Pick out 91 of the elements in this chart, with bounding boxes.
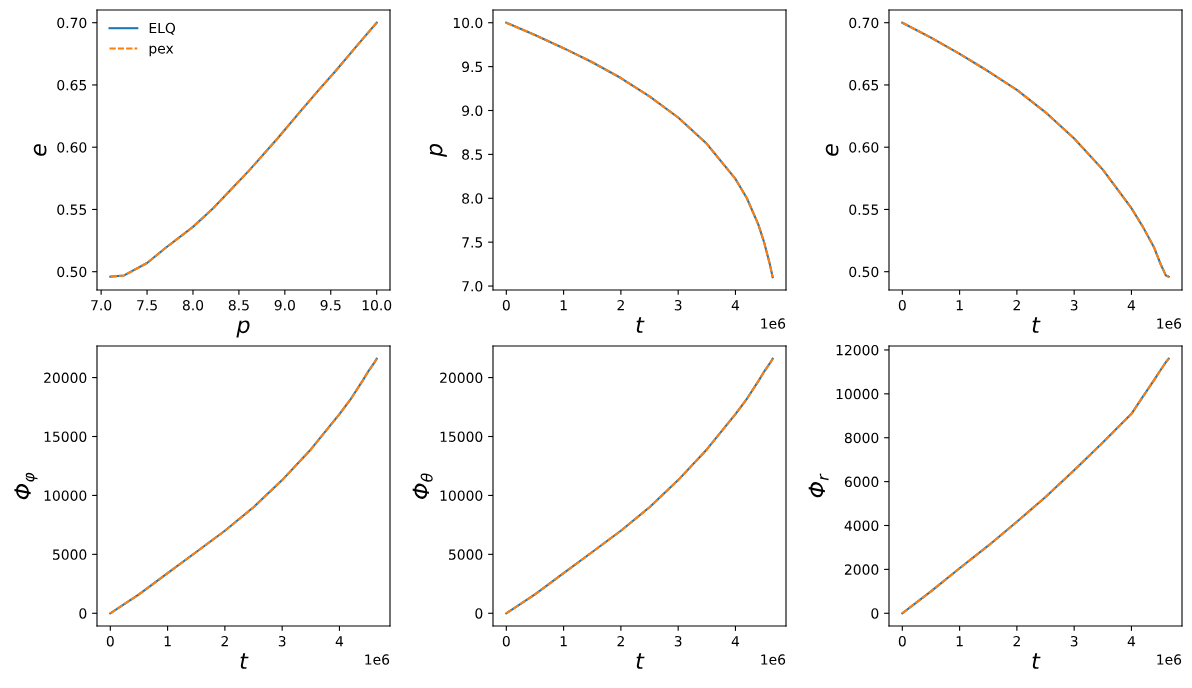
y-tick-label: 10.0 [453,17,483,29]
x-tick-label: 2 [617,635,624,647]
y-tick-label: 10000 [44,490,87,501]
y-tick-label: 0.70 [849,17,879,29]
y-axis-title: p [429,143,447,158]
x-tick-label: 3 [278,635,286,647]
x-tick-label: 1 [164,636,171,647]
text: 1e6 [1157,654,1182,665]
x-axis-title: t [1032,653,1041,669]
y-tick-label: 2000 [844,564,879,575]
x-tick-label: 1 [560,300,567,311]
x-tick-label: 3 [1070,635,1078,647]
x-tick-label: 1 [560,636,567,647]
x-tick-label: 3 [674,299,682,311]
y-tick-label: 0.50 [849,266,879,278]
y-tick-label: 12000 [836,344,879,356]
line-series [109,357,378,615]
y-tick-label: 9.5 [462,61,483,73]
y-tick-label: 5000 [449,549,483,560]
y-tick-label: 0.65 [57,79,87,91]
x-tick-label: 2 [1013,299,1020,311]
y-tick-label: 0.55 [849,204,879,215]
y-tick-label: 15000 [440,431,483,442]
y-tick-label: 0 [871,608,879,619]
x-tick-label: 0 [502,299,510,311]
y-tick-label: 20000 [440,372,483,384]
x-axis-title: t [1032,317,1041,333]
y-tick-label: 0 [475,608,483,619]
y-tick-label: 0.60 [849,142,879,153]
text: 1e6 [1157,318,1182,329]
y-tick-label: 0.50 [57,266,87,278]
y-tick-label: 9.0 [462,105,483,116]
y-tick-label: 15000 [44,431,87,442]
y-tick-label: 8.0 [462,193,483,204]
y-tick-label: 0.70 [57,17,87,29]
x-tick-label: 3 [1070,299,1078,311]
line-series [505,21,774,279]
line-series [901,21,1170,278]
x-tick-label: 1 [956,636,963,647]
x-tick-label: 8.0 [182,299,204,311]
text: 1e6 [761,318,786,329]
x-tick-label: 9.0 [274,299,295,311]
legend-label: pex [149,45,174,57]
line-series [901,357,1170,615]
y-axis-title: Φ$_{φ}$ [14,472,38,500]
text: 1e6 [761,654,786,665]
y-tick-label: 8.5 [462,149,483,160]
x-tick-label: 4 [731,300,740,311]
y-tick-label: 8000 [844,432,879,444]
x-tick-label: 1 [956,300,963,311]
x-axis-title: t [240,653,249,669]
x-tick-label: 4 [335,636,344,647]
x-tick-label: 10.0 [362,299,392,311]
x-axis-title: p [236,320,250,338]
y-axis-title: e [825,144,839,156]
x-tick-label: 0 [898,299,906,311]
x-axis-title: t [636,653,645,669]
x-tick-label: 4 [1127,636,1136,647]
legend-label: ELQ [149,22,176,35]
x-tick-label: 0 [106,635,114,647]
y-axis-title: Φ$_{θ}$ [412,473,433,499]
x-tick-label: 0 [898,635,906,647]
y-tick-label: 10000 [836,388,879,400]
x-tick-label: 4 [731,636,740,647]
y-tick-label: 0.60 [57,142,87,153]
x-tick-label: 2 [617,299,624,311]
text: 1e6 [365,654,390,665]
y-tick-label: 0.55 [57,204,87,215]
x-tick-label: 0 [502,635,510,647]
x-axis-title: t [636,317,645,333]
y-tick-label: 10000 [440,490,483,501]
y-tick-label: 7.0 [462,281,483,292]
x-tick-label: 8.5 [228,299,249,311]
y-axis-title: Φ$_{r}$ [808,473,829,498]
y-tick-label: 6000 [844,476,879,488]
y-tick-label: 5000 [53,549,87,560]
y-tick-label: 0.65 [849,79,879,91]
x-tick-label: 2 [221,635,228,647]
x-tick-label: 3 [674,635,682,647]
y-tick-label: 20000 [44,372,87,384]
y-tick-label: 7.5 [462,237,483,248]
line-series [505,357,774,615]
y-axis-title: e [33,144,47,156]
y-tick-label: 4000 [844,520,879,531]
y-tick-label: 0 [79,608,87,619]
x-tick-label: 4 [1127,300,1136,311]
x-tick-label: 7.5 [137,300,157,311]
line-series [109,21,378,278]
x-tick-label: 9.5 [320,299,341,311]
x-tick-label: 2 [1013,635,1020,647]
x-tick-label: 7.0 [91,299,112,311]
